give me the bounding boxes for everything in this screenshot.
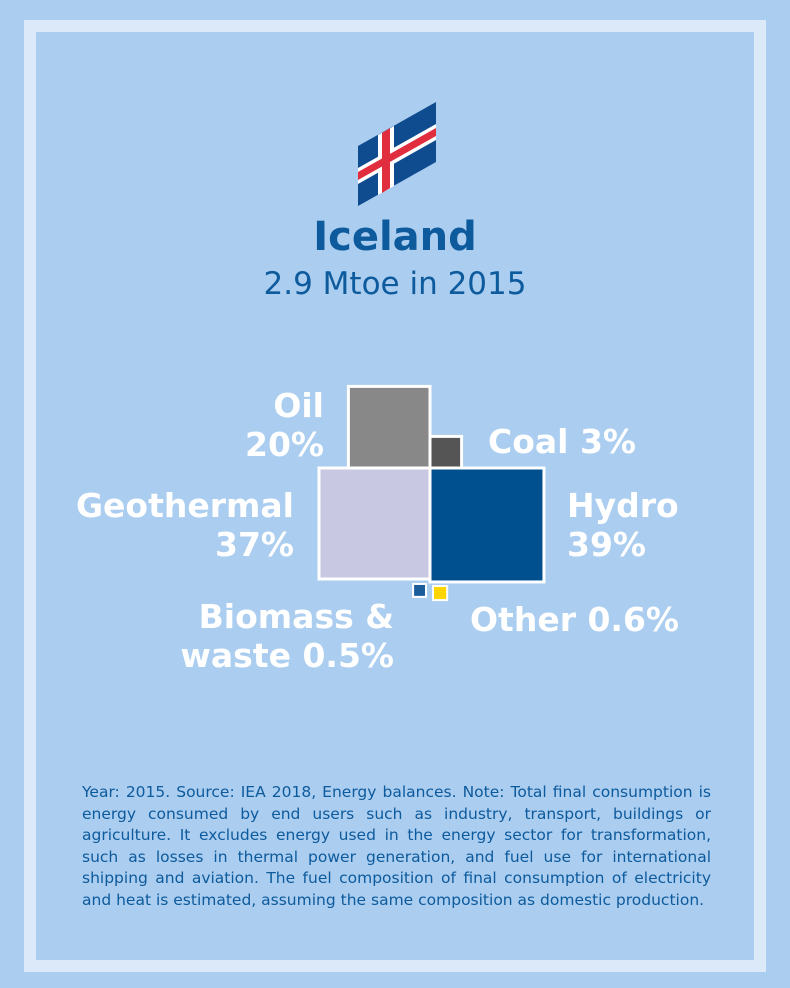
square-oil — [346, 384, 432, 470]
square-hydro — [428, 466, 546, 584]
page-subtitle: 2.9 Mtoe in 2015 — [263, 266, 527, 302]
label-biomass-value: waste 0.5% — [180, 636, 394, 675]
label-other: Other 0.6% — [470, 600, 679, 639]
label-other-name: Other 0.6% — [470, 600, 679, 639]
label-coal-name: Coal 3% — [488, 422, 636, 461]
label-oil: Oil 20% — [245, 386, 324, 464]
square-other — [432, 584, 449, 602]
square-geothermal — [317, 466, 432, 581]
source-note: Year: 2015. Source: IEA 2018, Energy bal… — [82, 783, 711, 909]
label-oil-name: Oil — [273, 386, 324, 425]
square-biomass — [412, 582, 428, 598]
label-hydro: Hydro 39% — [567, 486, 679, 564]
label-coal: Coal 3% — [488, 422, 636, 461]
iceland-flag-icon — [358, 102, 436, 206]
label-biomass: Biomass & waste 0.5% — [180, 597, 394, 675]
label-biomass-name: Biomass & — [198, 597, 394, 636]
page-title: Iceland — [313, 214, 477, 260]
label-geothermal-name: Geothermal — [75, 486, 294, 525]
label-geothermal-value: 37% — [215, 525, 294, 564]
label-hydro-value: 39% — [567, 525, 646, 564]
label-oil-value: 20% — [245, 425, 324, 464]
square-coal — [428, 434, 464, 470]
label-hydro-name: Hydro — [567, 486, 679, 525]
label-geothermal: Geothermal 37% — [76, 486, 294, 564]
